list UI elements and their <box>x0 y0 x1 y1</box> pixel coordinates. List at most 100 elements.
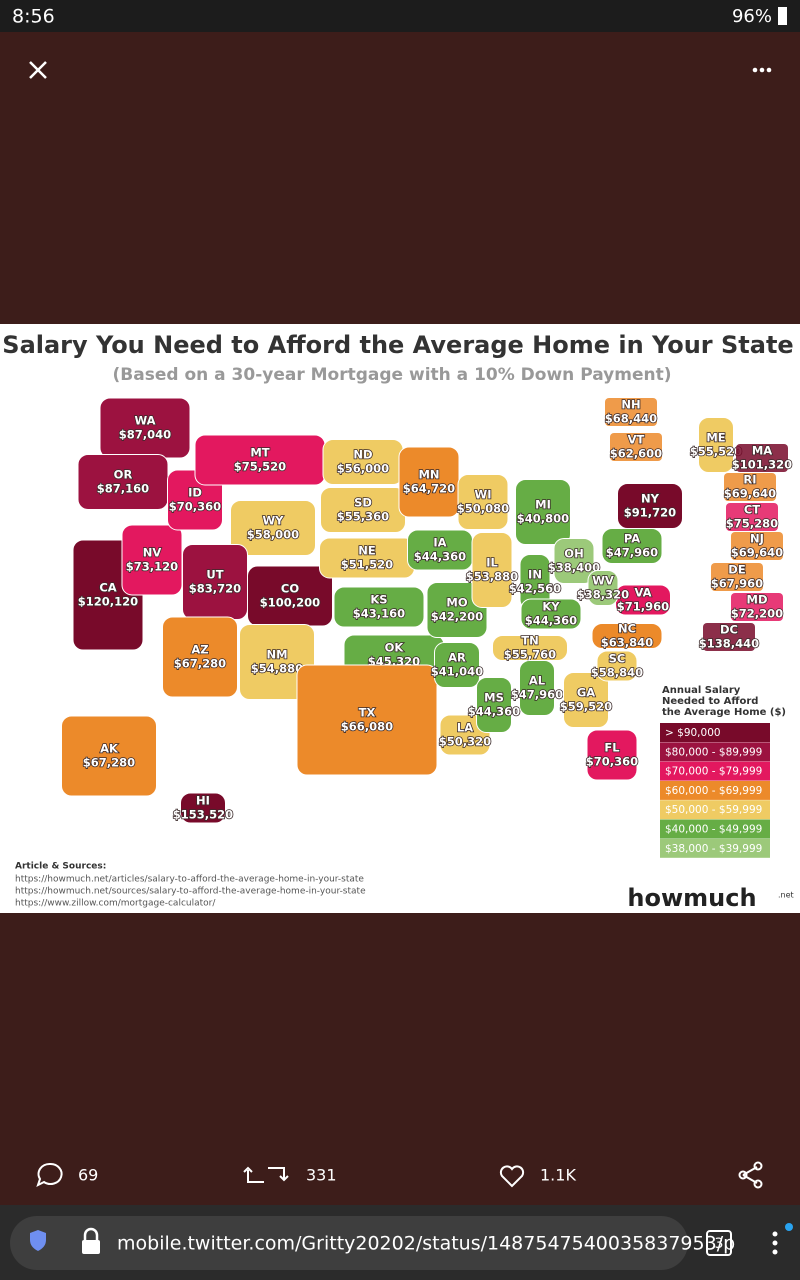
retweet-count: 331 <box>306 1166 337 1185</box>
shield-icon[interactable] <box>30 1230 46 1251</box>
state-salary: $66,080 <box>341 720 393 734</box>
more-menu[interactable] <box>752 67 772 73</box>
state-shape <box>587 570 619 606</box>
state-salary: $67,960 <box>711 577 763 591</box>
state-salary: $63,840 <box>601 636 653 650</box>
state-salary: $120,120 <box>78 595 138 609</box>
state-label-box <box>605 398 657 426</box>
state-shape <box>434 642 480 688</box>
state-shape <box>471 532 513 608</box>
legend-swatch <box>660 819 770 839</box>
state-abbr: MA <box>752 444 772 458</box>
state-abbr: NJ <box>750 532 764 546</box>
action-icons <box>36 1161 763 1189</box>
notification-dot <box>785 1223 793 1231</box>
state-salary: $59,520 <box>560 700 612 714</box>
state-salary: $53,880 <box>466 570 518 584</box>
legend-label: $70,000 - $79,999 <box>665 766 762 778</box>
state-abbr: MS <box>484 691 504 705</box>
legend-label: $38,000 - $39,999 <box>665 843 762 855</box>
state-abbr: WI <box>475 488 492 502</box>
state-abbr: CO <box>281 582 299 596</box>
state-salary: $72,200 <box>731 607 783 621</box>
share-icon[interactable] <box>742 1166 758 1184</box>
legend-swatch <box>660 780 770 800</box>
state-abbr: UT <box>206 568 223 582</box>
battery-icon <box>778 7 787 25</box>
lock-icon <box>82 1240 100 1254</box>
retweet-icon[interactable] <box>243 1166 289 1183</box>
state-abbr: SC <box>609 652 626 666</box>
close-button[interactable] <box>29 61 47 79</box>
state-salary: $44,360 <box>525 614 577 628</box>
state-shape <box>61 715 157 797</box>
logo: howmuch <box>627 884 756 912</box>
state-abbr: NH <box>621 398 640 412</box>
state-shape <box>515 479 571 545</box>
state-shape <box>333 586 425 628</box>
state-salary: $55,520 <box>690 445 742 459</box>
state-salary: $70,360 <box>586 755 638 769</box>
battery: 96% <box>732 6 772 27</box>
legend-swatch <box>660 838 770 858</box>
tabs-button[interactable] <box>706 1230 732 1256</box>
state-abbr: IN <box>528 568 542 582</box>
state-abbr: NY <box>641 492 660 506</box>
state-shape <box>476 677 512 733</box>
state-salary: $70,360 <box>169 500 221 514</box>
state-abbr: HI <box>196 794 210 808</box>
state-abbr: NV <box>143 546 162 560</box>
legend-swatch <box>660 761 770 781</box>
clock: 8:56 <box>12 6 55 28</box>
legend-swatch <box>660 800 770 820</box>
browser-menu[interactable] <box>772 1231 778 1255</box>
state-salary: $47,960 <box>511 688 563 702</box>
state-shape <box>698 417 734 473</box>
legend-swatch <box>660 723 770 742</box>
state-abbr: AL <box>529 674 546 688</box>
state-label-box <box>726 503 778 531</box>
like-count: 1.1K <box>540 1166 576 1185</box>
url-field[interactable] <box>10 1216 688 1270</box>
state-abbr: TN <box>521 634 538 648</box>
state-shape <box>296 664 438 776</box>
state-abbr: DC <box>720 623 738 637</box>
state-salary: $47,960 <box>606 546 658 560</box>
state-shape <box>230 500 316 556</box>
state-salary: $83,720 <box>189 582 241 596</box>
state-salary: $58,840 <box>591 666 643 680</box>
state-abbr: ID <box>188 486 202 500</box>
state-shape <box>617 483 683 529</box>
state-abbr: IL <box>486 556 498 570</box>
state-abbr: NE <box>358 544 376 558</box>
tab-count: 3 <box>715 1236 724 1252</box>
reply-icon[interactable] <box>36 1162 63 1187</box>
state-salary: $42,200 <box>431 610 483 624</box>
state-shape <box>180 792 226 824</box>
state-salary: $67,280 <box>83 756 135 770</box>
state-abbr: FL <box>604 741 620 755</box>
like-icon[interactable] <box>499 1165 525 1188</box>
state-salary: $41,040 <box>431 665 483 679</box>
status-bar <box>0 0 800 32</box>
state-abbr: MO <box>446 596 467 610</box>
state-label-box <box>731 532 783 560</box>
state-salary: $55,760 <box>504 648 556 662</box>
state-abbr: DE <box>728 563 746 577</box>
state-abbr: CT <box>744 503 760 517</box>
state-salary: $73,120 <box>126 560 178 574</box>
state-salary: $58,000 <box>247 528 299 542</box>
state-salary: $62,600 <box>610 447 662 461</box>
legend-title: Annual Salary Needed to Afford the Average… <box>662 685 786 718</box>
legend-label: $40,000 - $49,999 <box>665 824 762 836</box>
state-salary: $91,720 <box>624 506 676 520</box>
state-shape <box>553 538 595 584</box>
state-salary: $138,440 <box>699 637 759 651</box>
state-abbr: OR <box>114 468 133 482</box>
state-shape <box>520 598 582 630</box>
state-salary: $153,520 <box>173 808 233 822</box>
state-salary: $69,640 <box>731 546 783 560</box>
state-label-box <box>731 593 783 621</box>
state-abbr: OH <box>564 547 583 561</box>
